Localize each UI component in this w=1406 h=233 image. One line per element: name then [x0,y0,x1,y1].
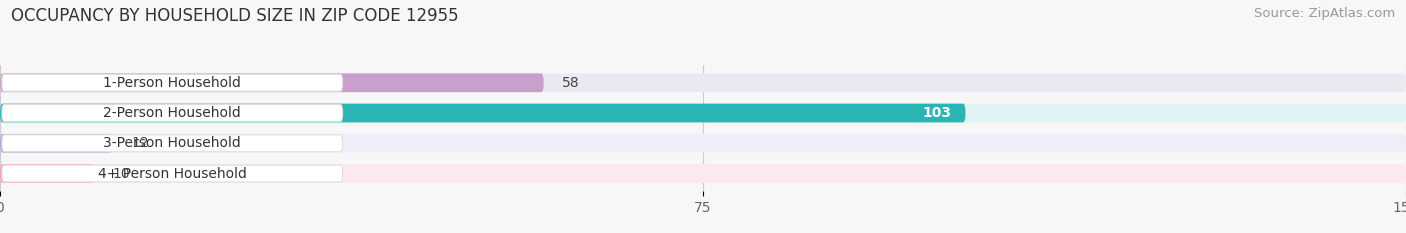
FancyBboxPatch shape [0,73,1406,92]
FancyBboxPatch shape [1,165,343,182]
Text: 2-Person Household: 2-Person Household [104,106,240,120]
FancyBboxPatch shape [0,134,1406,153]
FancyBboxPatch shape [0,104,966,122]
FancyBboxPatch shape [0,164,94,183]
Text: 12: 12 [131,136,149,150]
Text: 10: 10 [112,167,131,181]
Text: Source: ZipAtlas.com: Source: ZipAtlas.com [1254,7,1395,20]
FancyBboxPatch shape [1,135,343,152]
Text: 58: 58 [562,76,581,90]
FancyBboxPatch shape [1,105,343,121]
Text: 103: 103 [922,106,952,120]
FancyBboxPatch shape [1,74,343,91]
Text: OCCUPANCY BY HOUSEHOLD SIZE IN ZIP CODE 12955: OCCUPANCY BY HOUSEHOLD SIZE IN ZIP CODE … [11,7,458,25]
Text: 1-Person Household: 1-Person Household [103,76,242,90]
FancyBboxPatch shape [0,73,544,92]
FancyBboxPatch shape [0,104,1406,122]
FancyBboxPatch shape [0,134,112,153]
FancyBboxPatch shape [0,164,1406,183]
Text: 4+ Person Household: 4+ Person Household [98,167,246,181]
Text: 3-Person Household: 3-Person Household [104,136,240,150]
